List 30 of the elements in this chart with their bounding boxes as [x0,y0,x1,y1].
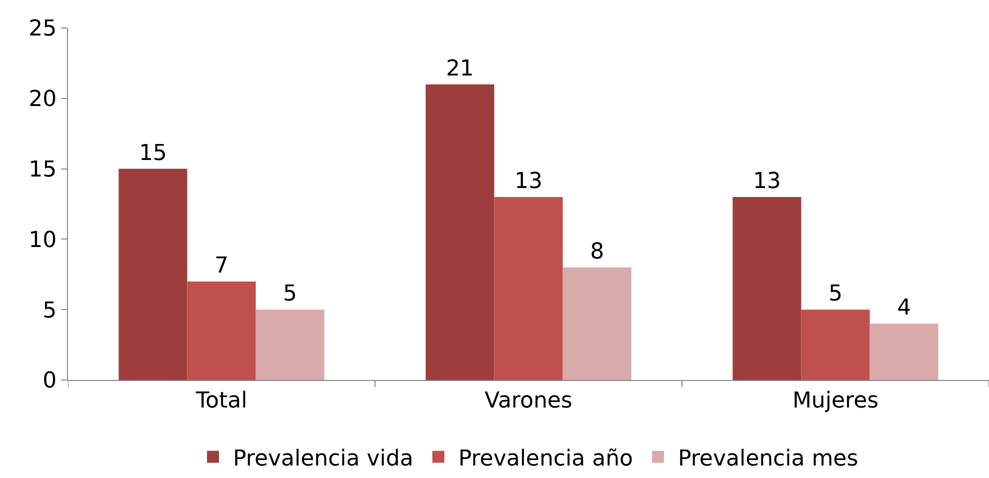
bar [426,84,494,380]
data-label: 4 [897,296,912,321]
x-tick-label: Varones [484,388,572,414]
bar [187,281,256,380]
bar [494,196,563,380]
data-label: 21 [446,56,474,82]
data-label: 8 [590,239,604,264]
data-label: 5 [828,282,842,307]
data-label: 15 [138,140,167,166]
y-tick-label: 10 [28,228,57,253]
bar [118,168,188,380]
data-label: 13 [514,168,542,194]
x-tick-label: Mujeres [792,388,879,414]
y-tick-label: 5 [42,298,57,324]
bar [732,196,802,380]
legend-label: Prevalencia año [458,446,633,472]
legend-label: Prevalencia vida [233,446,414,472]
bar [801,310,870,380]
y-tick-label: 20 [28,87,57,112]
y-tick-label: 0 [42,368,57,394]
data-label: 5 [283,282,298,307]
x-tick-label: Total [194,388,248,414]
bar [870,324,938,380]
data-label: 7 [214,253,228,278]
bar [256,310,324,380]
y-tick-label: 25 [28,16,57,42]
legend-label: Prevalencia mes [678,446,858,472]
y-tick-label: 15 [28,158,57,182]
bar [562,267,632,380]
data-label: 13 [752,168,781,194]
